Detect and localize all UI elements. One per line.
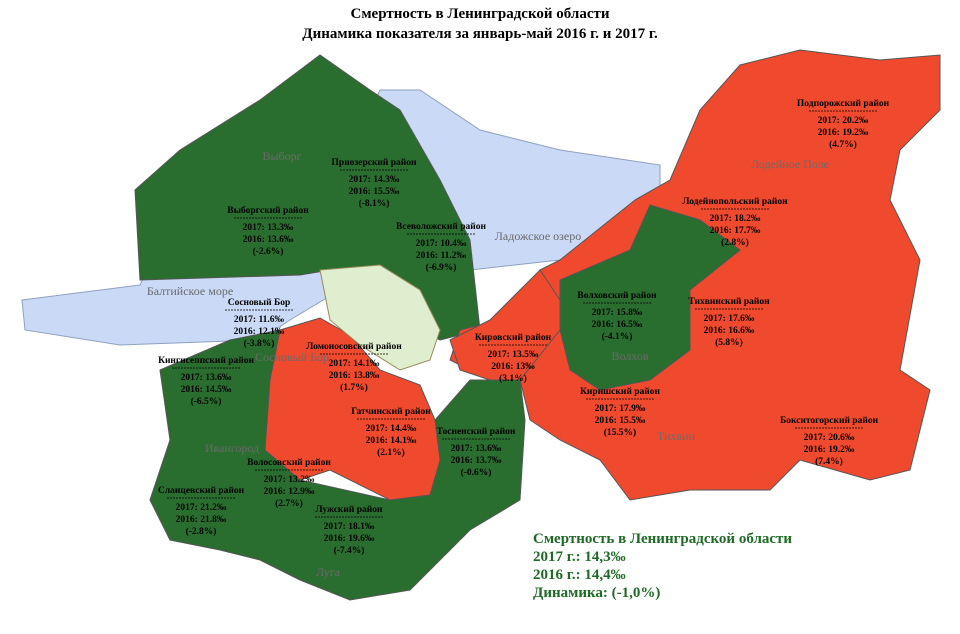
change: (2.1%) xyxy=(377,447,405,458)
district-name: Тихвинский район xyxy=(688,296,770,307)
value-2017: 2017: 17.9‰ xyxy=(595,404,646,414)
value-2016: 2016: 17.7‰ xyxy=(710,226,761,236)
place-name: Тихвин xyxy=(657,429,696,443)
region-red-kirovsk xyxy=(449,269,561,381)
change: (-6.5%) xyxy=(191,396,222,407)
change: (2.8%) xyxy=(721,237,749,248)
district-name: Подпорожский район xyxy=(797,98,890,109)
value-2016: 2016: 13.7‰ xyxy=(451,456,502,466)
place-name: Балтийское море xyxy=(147,284,233,298)
place-name: Выборг xyxy=(262,149,301,163)
district-name: Приозерский район xyxy=(332,157,417,168)
change: (-3.8%) xyxy=(244,338,275,349)
value-2017: 2017: 14.1‰ xyxy=(329,359,380,369)
value-2016: 2016: 14.1‰ xyxy=(366,436,417,446)
place-name: Волхов xyxy=(611,349,648,363)
value-2016: 2016: 15.5‰ xyxy=(595,416,646,426)
value-2016: 2016: 19.2‰ xyxy=(804,445,855,455)
change: (2.7%) xyxy=(275,498,303,509)
change: (15.5%) xyxy=(604,427,636,438)
value-2017: 2017: 17.6‰ xyxy=(704,314,755,324)
place-name: Ивангород xyxy=(205,441,259,455)
summary-2016: 2016 г.: 14,4‰ xyxy=(533,567,626,583)
value-2017: 2017: 10.4‰ xyxy=(416,239,467,249)
value-2017: 2017: 15.8‰ xyxy=(592,308,643,318)
title: Смертность в Ленинградской области xyxy=(350,6,609,22)
district-name: Гатчинский район xyxy=(351,406,431,417)
district-name: Кингисеппский район xyxy=(158,355,254,366)
district-name: Всеволожский район xyxy=(396,221,486,232)
change: (-8.1%) xyxy=(359,198,390,209)
place-name: Луга xyxy=(316,565,341,579)
value-2016: 2016: 21.8‰ xyxy=(176,515,227,525)
value-2016: 2016: 13‰ xyxy=(491,362,535,372)
value-2016: 2016: 13.8‰ xyxy=(329,371,380,381)
district-name: Кировский район xyxy=(475,332,552,343)
change: (-2.6%) xyxy=(253,246,284,257)
region-green-volkhov xyxy=(559,204,741,391)
value-2016: 2016: 13.6‰ xyxy=(243,235,294,245)
value-2016: 2016: 16.6‰ xyxy=(704,326,755,336)
value-2017: 2017: 13.5‰ xyxy=(488,350,539,360)
value-2017: 2017: 20.6‰ xyxy=(804,433,855,443)
value-2017: 2017: 13.6‰ xyxy=(451,444,502,454)
change: (7.4%) xyxy=(815,456,843,467)
district-name: Лодейнопольский район xyxy=(682,196,788,207)
value-2017: 2017: 18.2‰ xyxy=(710,214,761,224)
change: (1.7%) xyxy=(340,382,368,393)
city-spb xyxy=(319,264,441,371)
district-name: Лужский район xyxy=(316,504,383,515)
value-2016: 2016: 19.2‰ xyxy=(818,128,869,138)
subtitle: Динамика показателя за январь-май 2016 г… xyxy=(302,26,658,42)
value-2017: 2017: 13.3‰ xyxy=(243,223,294,233)
district-name: Бокситогорский район xyxy=(780,415,879,426)
value-2016: 2016: 14.5‰ xyxy=(181,385,232,395)
place-name: Ладожское озеро xyxy=(495,229,581,243)
place-name: Сосновый Бор xyxy=(255,350,329,364)
value-2016: 2016: 15.5‰ xyxy=(349,187,400,197)
district-name: Волховский район xyxy=(577,290,657,301)
change: (-2.8%) xyxy=(186,526,217,537)
change: (3.1%) xyxy=(499,373,527,384)
value-2017: 2017: 14.3‰ xyxy=(349,175,400,185)
district-name: Сосновый Бор xyxy=(228,297,291,308)
value-2016: 2016: 12.1‰ xyxy=(234,327,285,337)
summary: Смертность в Ленинградской области 2017 … xyxy=(533,531,792,601)
value-2017: 2017: 14.4‰ xyxy=(366,424,417,434)
change: (4.7%) xyxy=(829,139,857,150)
value-2016: 2016: 12.9‰ xyxy=(264,487,315,497)
value-2016: 2016: 19.6‰ xyxy=(324,534,375,544)
value-2017: 2017: 13.6‰ xyxy=(181,373,232,383)
labels: Выборг Ладожское озеро Балтийское море Лоде… xyxy=(147,98,890,579)
district-name: Выборгский район xyxy=(227,205,309,216)
change: (-7.4%) xyxy=(334,545,365,556)
change: (-4.1%) xyxy=(602,331,633,342)
value-2017: 2017: 13.2‰ xyxy=(264,475,315,485)
summary-2017: 2017 г.: 14,3‰ xyxy=(533,549,626,565)
summary-title: Смертность в Ленинградской области xyxy=(533,531,792,547)
change: (5.8%) xyxy=(715,337,743,348)
change: (-6.9%) xyxy=(426,262,457,273)
district-name: Тосненский район xyxy=(437,426,516,437)
district-name: Сланцевский район xyxy=(158,485,245,496)
summary-change: Динамика: (-1,0%) xyxy=(533,585,660,601)
district-name: Киришский район xyxy=(580,386,660,397)
value-2017: 2017: 18.1‰ xyxy=(324,522,375,532)
value-2016: 2016: 11.2‰ xyxy=(416,251,467,261)
value-2017: 2017: 11.6‰ xyxy=(234,315,285,325)
change: (-0.6%) xyxy=(461,467,492,478)
value-2017: 2017: 21.2‰ xyxy=(176,503,227,513)
district-name: Ломоносовский район xyxy=(306,341,402,352)
value-2016: 2016: 16.5‰ xyxy=(592,320,643,330)
value-2017: 2017: 20.2‰ xyxy=(818,116,869,126)
district-name: Волосовский район xyxy=(247,457,331,468)
place-name: Лодейное Поле xyxy=(751,157,829,171)
